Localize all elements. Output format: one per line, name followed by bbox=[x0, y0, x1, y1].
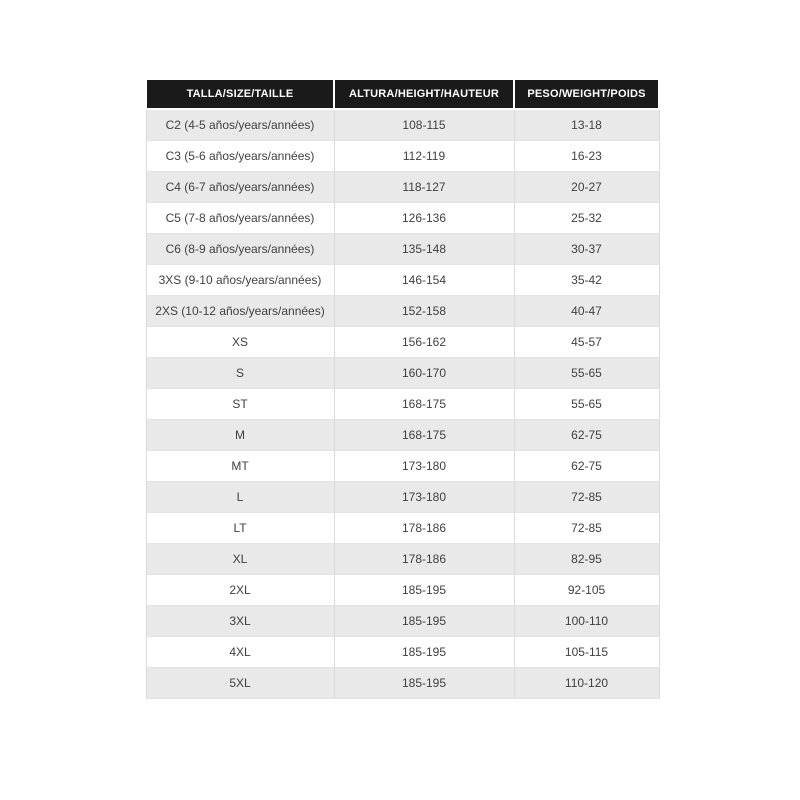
table-row: LT 178-186 72-85 bbox=[145, 512, 660, 544]
height-cell: 168-175 bbox=[333, 419, 515, 451]
height-cell: 146-154 bbox=[333, 264, 515, 296]
height-cell: 185-195 bbox=[333, 605, 515, 637]
height-cell: 108-115 bbox=[333, 108, 515, 141]
height-cell: 178-186 bbox=[333, 512, 515, 544]
size-chart-table: TALLA/SIZE/TAILLE ALTURA/HEIGHT/HAUTEUR … bbox=[145, 78, 660, 699]
weight-cell: 16-23 bbox=[513, 140, 660, 172]
weight-cell: 40-47 bbox=[513, 295, 660, 327]
height-cell: 173-180 bbox=[333, 450, 515, 482]
table-body: C2 (4-5 años/years/années) 108-115 13-18… bbox=[145, 108, 660, 699]
size-cell: LT bbox=[145, 512, 335, 544]
size-chart: TALLA/SIZE/TAILLE ALTURA/HEIGHT/HAUTEUR … bbox=[145, 78, 660, 699]
size-cell: ST bbox=[145, 388, 335, 420]
weight-cell: 55-65 bbox=[513, 388, 660, 420]
weight-cell: 55-65 bbox=[513, 357, 660, 389]
table-row: C5 (7-8 años/years/années) 126-136 25-32 bbox=[145, 202, 660, 234]
table-row: 2XL 185-195 92-105 bbox=[145, 574, 660, 606]
height-cell: 126-136 bbox=[333, 202, 515, 234]
size-cell: C5 (7-8 años/years/années) bbox=[145, 202, 335, 234]
weight-cell: 100-110 bbox=[513, 605, 660, 637]
table-row: MT 173-180 62-75 bbox=[145, 450, 660, 482]
weight-cell: 62-75 bbox=[513, 419, 660, 451]
size-cell: 3XS (9-10 años/years/années) bbox=[145, 264, 335, 296]
weight-cell: 35-42 bbox=[513, 264, 660, 296]
table-row: C6 (8-9 años/years/années) 135-148 30-37 bbox=[145, 233, 660, 265]
weight-cell: 92-105 bbox=[513, 574, 660, 606]
weight-cell: 13-18 bbox=[513, 108, 660, 141]
header-row: TALLA/SIZE/TAILLE ALTURA/HEIGHT/HAUTEUR … bbox=[145, 78, 660, 110]
size-cell: 5XL bbox=[145, 667, 335, 699]
size-cell: 2XS (10-12 años/years/années) bbox=[145, 295, 335, 327]
weight-cell: 82-95 bbox=[513, 543, 660, 575]
table-row: L 173-180 72-85 bbox=[145, 481, 660, 513]
weight-cell: 72-85 bbox=[513, 512, 660, 544]
table-row: 3XL 185-195 100-110 bbox=[145, 605, 660, 637]
table-row: ST 168-175 55-65 bbox=[145, 388, 660, 420]
height-cell: 185-195 bbox=[333, 574, 515, 606]
size-cell: XS bbox=[145, 326, 335, 358]
height-cell: 152-158 bbox=[333, 295, 515, 327]
table-row: M 168-175 62-75 bbox=[145, 419, 660, 451]
table-row: C3 (5-6 años/years/années) 112-119 16-23 bbox=[145, 140, 660, 172]
size-cell: 4XL bbox=[145, 636, 335, 668]
height-cell: 185-195 bbox=[333, 636, 515, 668]
weight-cell: 25-32 bbox=[513, 202, 660, 234]
height-cell: 178-186 bbox=[333, 543, 515, 575]
table-row: 4XL 185-195 105-115 bbox=[145, 636, 660, 668]
column-header-height: ALTURA/HEIGHT/HAUTEUR bbox=[333, 78, 515, 110]
table-row: 3XS (9-10 años/years/années) 146-154 35-… bbox=[145, 264, 660, 296]
height-cell: 156-162 bbox=[333, 326, 515, 358]
table-row: 5XL 185-195 110-120 bbox=[145, 667, 660, 699]
height-cell: 168-175 bbox=[333, 388, 515, 420]
size-cell: MT bbox=[145, 450, 335, 482]
size-cell: C6 (8-9 años/years/années) bbox=[145, 233, 335, 265]
table-row: 2XS (10-12 años/years/années) 152-158 40… bbox=[145, 295, 660, 327]
weight-cell: 105-115 bbox=[513, 636, 660, 668]
size-cell: C3 (5-6 años/years/années) bbox=[145, 140, 335, 172]
height-cell: 118-127 bbox=[333, 171, 515, 203]
height-cell: 135-148 bbox=[333, 233, 515, 265]
table-row: XL 178-186 82-95 bbox=[145, 543, 660, 575]
height-cell: 185-195 bbox=[333, 667, 515, 699]
table-row: C2 (4-5 años/years/années) 108-115 13-18 bbox=[145, 108, 660, 141]
size-cell: XL bbox=[145, 543, 335, 575]
weight-cell: 30-37 bbox=[513, 233, 660, 265]
table-row: C4 (6-7 años/years/années) 118-127 20-27 bbox=[145, 171, 660, 203]
table-header: TALLA/SIZE/TAILLE ALTURA/HEIGHT/HAUTEUR … bbox=[145, 78, 660, 110]
weight-cell: 45-57 bbox=[513, 326, 660, 358]
height-cell: 173-180 bbox=[333, 481, 515, 513]
size-cell: 3XL bbox=[145, 605, 335, 637]
column-header-weight: PESO/WEIGHT/POIDS bbox=[513, 78, 660, 110]
size-cell: S bbox=[145, 357, 335, 389]
weight-cell: 20-27 bbox=[513, 171, 660, 203]
size-cell: M bbox=[145, 419, 335, 451]
weight-cell: 110-120 bbox=[513, 667, 660, 699]
height-cell: 160-170 bbox=[333, 357, 515, 389]
column-header-size: TALLA/SIZE/TAILLE bbox=[145, 78, 335, 110]
height-cell: 112-119 bbox=[333, 140, 515, 172]
table-row: XS 156-162 45-57 bbox=[145, 326, 660, 358]
weight-cell: 62-75 bbox=[513, 450, 660, 482]
weight-cell: 72-85 bbox=[513, 481, 660, 513]
size-cell: L bbox=[145, 481, 335, 513]
size-cell: 2XL bbox=[145, 574, 335, 606]
size-cell: C4 (6-7 años/years/années) bbox=[145, 171, 335, 203]
size-cell: C2 (4-5 años/years/années) bbox=[145, 108, 335, 141]
table-row: S 160-170 55-65 bbox=[145, 357, 660, 389]
